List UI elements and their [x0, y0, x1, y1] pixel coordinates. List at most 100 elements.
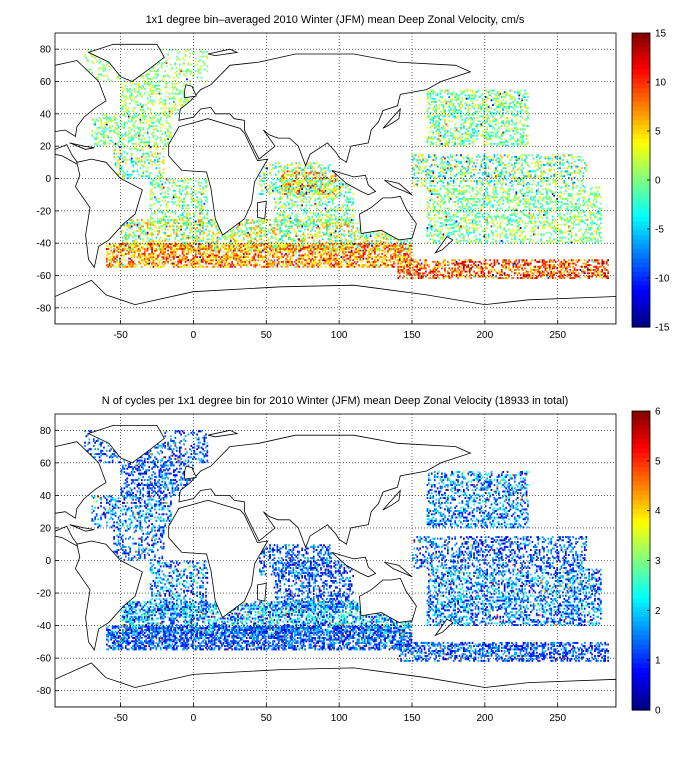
data-cell [331, 199, 334, 202]
data-cell [203, 178, 206, 181]
data-cell [455, 97, 458, 100]
data-cell [502, 181, 504, 184]
data-cell [275, 202, 277, 205]
data-cell [444, 160, 446, 163]
data-cell [294, 189, 296, 192]
data-cell [495, 191, 497, 194]
data-cell [490, 225, 493, 228]
data-cell [173, 105, 175, 108]
data-cell [447, 155, 449, 158]
data-cell [514, 212, 516, 215]
data-cell [512, 164, 515, 166]
data-cell [122, 175, 124, 178]
data-cell [489, 180, 491, 182]
data-cell [159, 118, 162, 121]
data-cell [315, 207, 318, 210]
data-cell [436, 94, 439, 97]
data-cell [283, 222, 286, 225]
data-cell [146, 91, 149, 94]
data-cell [148, 125, 150, 127]
data-cell [476, 134, 478, 137]
data-cell [442, 100, 445, 103]
data-cell [184, 193, 187, 195]
data-cell [532, 212, 535, 215]
data-cell [454, 136, 456, 139]
data-cell [435, 125, 437, 127]
data-cell [159, 218, 162, 221]
data-cell [308, 210, 311, 213]
data-cell [500, 168, 503, 171]
data-cell [157, 120, 159, 123]
data-cell [310, 181, 312, 184]
data-cell [519, 100, 522, 103]
data-cell [467, 165, 470, 168]
data-cell [445, 131, 448, 134]
data-cell [525, 105, 528, 108]
data-cell [591, 238, 593, 241]
data-cell [572, 157, 574, 160]
data-cell [308, 196, 311, 199]
data-cell [301, 191, 303, 194]
data-cell [518, 155, 521, 158]
data-cell [464, 121, 467, 124]
data-cell [352, 201, 354, 203]
data-cell [524, 235, 526, 237]
data-cell [154, 162, 156, 165]
data-cell [432, 107, 435, 110]
data-cell [534, 170, 537, 173]
data-cell [464, 168, 467, 171]
data-cell [139, 159, 142, 161]
data-cell [347, 209, 350, 212]
data-cell [343, 220, 346, 223]
data-cell [600, 217, 602, 220]
data-cell [139, 126, 142, 129]
data-cell [549, 202, 551, 205]
data-cell [286, 215, 289, 218]
data-cell [546, 201, 548, 203]
data-cell [326, 210, 328, 213]
data-cell [142, 152, 145, 155]
data-cell [307, 185, 309, 187]
data-cell [476, 117, 478, 119]
data-cell [519, 165, 522, 168]
data-cell [205, 185, 207, 187]
data-cell [95, 118, 98, 121]
data-cell [266, 178, 268, 181]
data-cell [277, 165, 280, 168]
data-cell [326, 209, 328, 212]
data-cell [535, 154, 538, 157]
data-cell [416, 180, 419, 182]
data-cell [502, 131, 504, 134]
data-cell [167, 96, 169, 98]
data-cell [448, 104, 451, 106]
data-cell [595, 215, 598, 218]
data-cell [173, 100, 175, 103]
data-cell [149, 107, 152, 110]
data-cell [495, 107, 497, 110]
data-cell [97, 76, 99, 79]
data-cell [171, 83, 174, 85]
data-cell [165, 138, 168, 140]
data-cell [490, 125, 493, 127]
data-cell [433, 91, 436, 94]
data-cell [441, 222, 443, 225]
data-cell [447, 233, 449, 236]
data-cell [187, 63, 190, 66]
data-cell [129, 81, 131, 84]
data-cell [544, 220, 547, 223]
data-cell [139, 128, 142, 131]
data-cell [314, 199, 317, 202]
data-cell [532, 180, 535, 182]
data-cell [463, 141, 465, 144]
data-cell [305, 220, 308, 223]
data-cell [124, 96, 127, 98]
data-cell [430, 175, 433, 178]
data-cell [114, 142, 117, 145]
data-cell [108, 125, 111, 127]
data-cell [432, 181, 435, 184]
data-cell [435, 233, 437, 236]
data-cell [334, 209, 337, 212]
data-cell [597, 239, 599, 242]
data-cell [489, 136, 491, 139]
data-cell [425, 157, 427, 160]
